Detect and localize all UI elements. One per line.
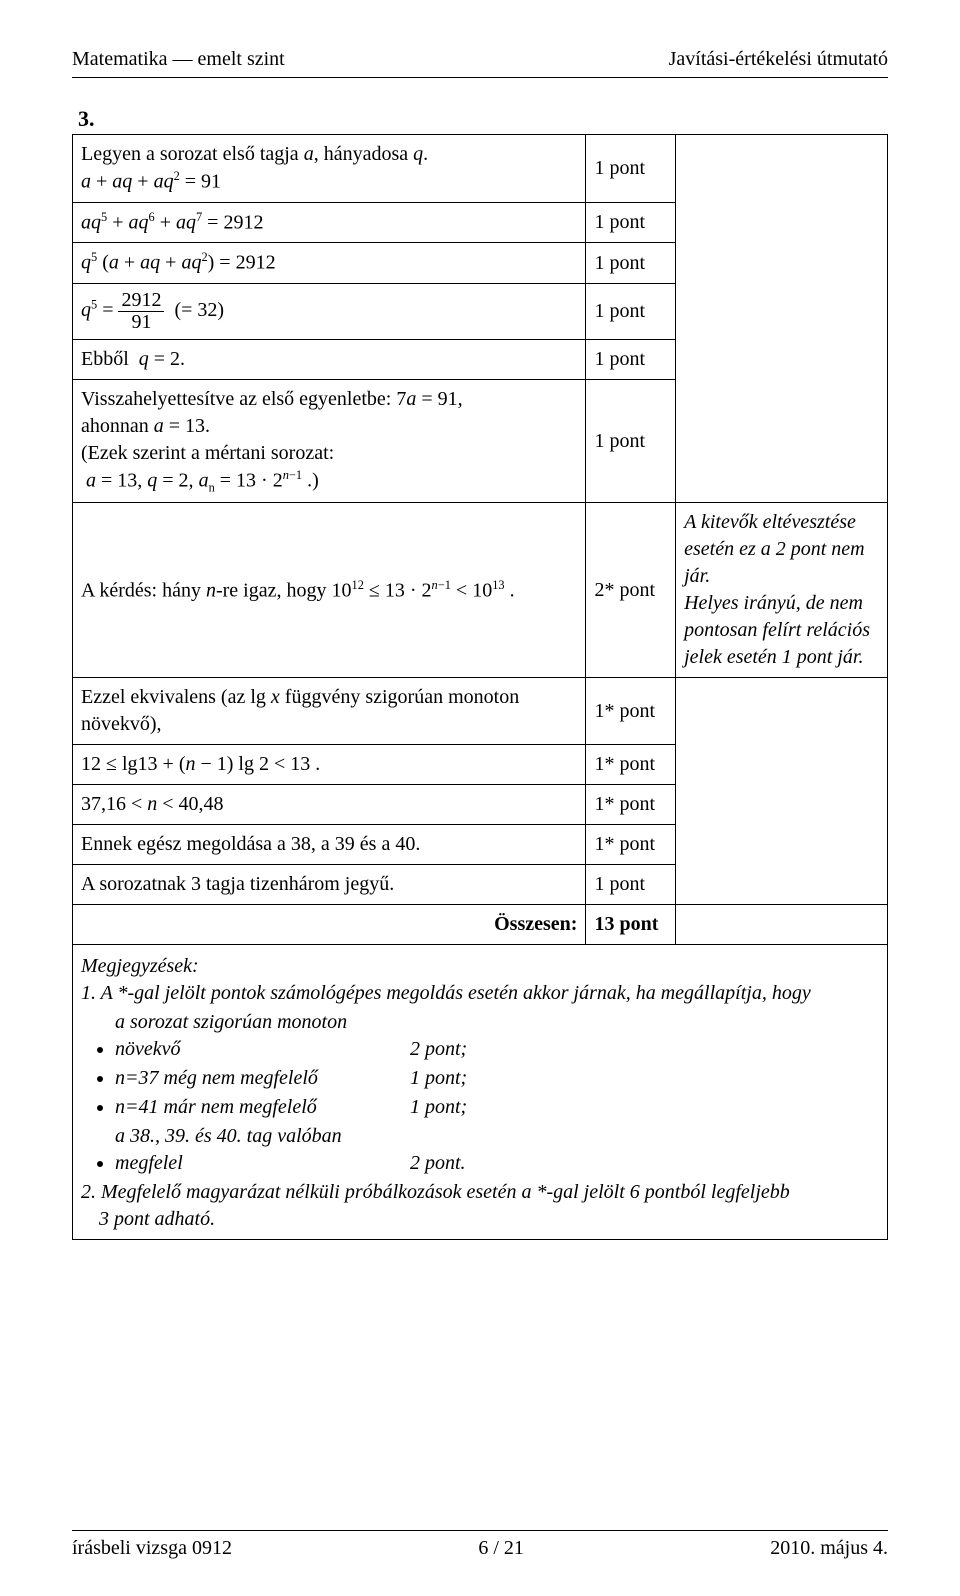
points-cell: 1* pont — [586, 785, 676, 825]
step-cell: 12 ≤ lg13 + (n − 1) lg 2 < 13 . — [73, 745, 586, 785]
table-row: Legyen a sorozat első tagja a, hányadosa… — [73, 135, 888, 203]
points-cell: 1 pont — [586, 339, 676, 379]
step-cell: A sorozatnak 3 tagja tizenhárom jegyű. — [73, 865, 586, 905]
footer-rule — [72, 1530, 888, 1531]
header-right: Javítási-értékelési útmutató — [669, 48, 888, 71]
list-item: n=37 még nem megfelelő 1 pont; — [115, 1065, 879, 1092]
step-cell: Ebből q = 2. — [73, 339, 586, 379]
points-cell: 1 pont — [586, 865, 676, 905]
footer-left: írásbeli vizsga 0912 — [72, 1537, 232, 1560]
table-row: Ezzel ekvivalens (az lg x függvény szigo… — [73, 678, 888, 745]
points-cell: 2* pont — [586, 503, 676, 678]
points-cell: 1 pont — [586, 243, 676, 284]
notes-heading: Megjegyzések: — [81, 953, 879, 980]
notes-line2: 2. Megfelelő magyarázat nélküli próbálko… — [81, 1179, 879, 1233]
list-item: a sorozat szigorúan monoton növekvő 2 po… — [115, 1009, 879, 1063]
running-header: Matematika — emelt szint Javítási-értéke… — [72, 48, 888, 71]
problem-number: 3. — [78, 106, 888, 132]
points-cell: 1 pont — [586, 283, 676, 339]
header-left: Matematika — emelt szint — [72, 48, 285, 71]
notes-line1: 1. A *-gal jelölt pontok számológépes me… — [81, 980, 879, 1007]
note-cell — [676, 135, 888, 503]
step-cell: Ezzel ekvivalens (az lg x függvény szigo… — [73, 678, 586, 745]
header-rule — [72, 77, 888, 78]
footer-right: 2010. május 4. — [770, 1537, 888, 1560]
notes-cell: Megjegyzések: 1. A *-gal jelölt pontok s… — [73, 945, 888, 1240]
step-cell: aq5 + aq6 + aq7 = 2912 — [73, 202, 586, 243]
total-label: Összesen: — [73, 905, 586, 945]
table-total-row: Összesen: 13 pont — [73, 905, 888, 945]
points-cell: 1 pont — [586, 379, 676, 502]
points-cell: 1* pont — [586, 825, 676, 865]
rubric-table: Legyen a sorozat első tagja a, hányadosa… — [72, 134, 888, 1240]
points-cell: 1 pont — [586, 202, 676, 243]
step-cell: Legyen a sorozat első tagja a, hányadosa… — [73, 135, 586, 203]
total-points: 13 pont — [586, 905, 676, 945]
step-cell: 37,16 < n < 40,48 — [73, 785, 586, 825]
step-cell: A kérdés: hány n-re igaz, hogy 1012 ≤ 13… — [73, 503, 586, 678]
notes-row: Megjegyzések: 1. A *-gal jelölt pontok s… — [73, 945, 888, 1240]
step-cell: Visszahelyettesítve az első egyenletbe: … — [73, 379, 586, 502]
note-cell: A kitevők eltévesztése esetén ez a 2 pon… — [676, 503, 888, 678]
list-item: n=41 már nem megfelelő 1 pont; — [115, 1094, 879, 1121]
note-cell — [676, 905, 888, 945]
points-cell: 1 pont — [586, 135, 676, 203]
points-cell: 1* pont — [586, 745, 676, 785]
step-cell: Ennek egész megoldása a 38, a 39 és a 40… — [73, 825, 586, 865]
page-footer: írásbeli vizsga 0912 6 / 21 2010. május … — [72, 1500, 888, 1560]
points-cell: 1* pont — [586, 678, 676, 745]
note-cell — [676, 678, 888, 905]
list-item: a 38., 39. és 40. tag valóban megfelel 2… — [115, 1123, 879, 1177]
footer-center: 6 / 21 — [478, 1537, 524, 1560]
step-cell: q5 (a + aq + aq2) = 2912 — [73, 243, 586, 284]
table-row: A kérdés: hány n-re igaz, hogy 1012 ≤ 13… — [73, 503, 888, 678]
notes-bullet-list: a sorozat szigorúan monoton növekvő 2 po… — [115, 1009, 879, 1177]
step-cell: q5 = 291291 (= 32) — [73, 283, 586, 339]
